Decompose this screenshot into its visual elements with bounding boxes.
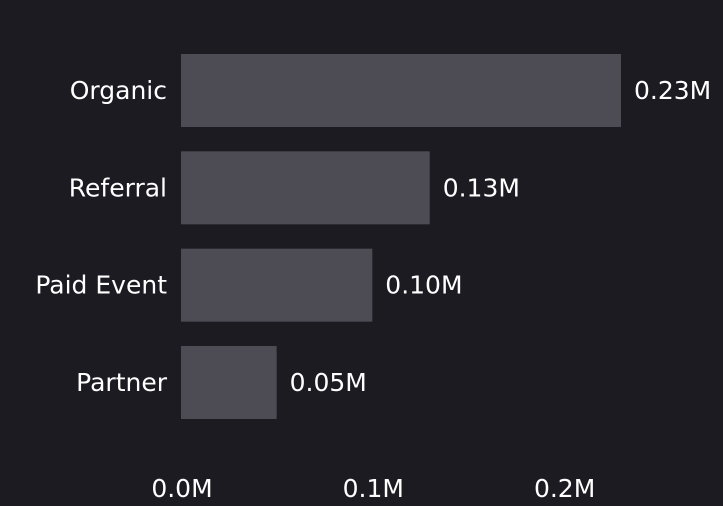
value-label: 0.10M <box>385 271 462 300</box>
value-label: 0.23M <box>634 76 711 105</box>
x-tick-label: 0.1M <box>343 474 404 502</box>
value-label: 0.13M <box>443 173 520 202</box>
bars-layer <box>181 54 621 419</box>
category-label: Paid Event <box>35 271 167 300</box>
category-label: Partner <box>76 368 168 397</box>
bar-organic <box>181 54 621 127</box>
x-tick-label: 0.2M <box>534 474 595 502</box>
bar-paid-event <box>181 248 373 322</box>
x-axis: 0.0M 0.1M 0.2M <box>151 474 595 503</box>
bar-partner <box>181 345 277 419</box>
x-tick-label: 0.0M <box>151 474 212 502</box>
category-label: Organic <box>70 76 167 105</box>
labels-layer: Organic 0.23M Referral 0.13M Paid Event 0.10M… <box>35 76 711 397</box>
bar-referral <box>181 151 430 225</box>
category-label: Referral <box>69 173 167 202</box>
value-label: 0.05M <box>290 368 367 397</box>
